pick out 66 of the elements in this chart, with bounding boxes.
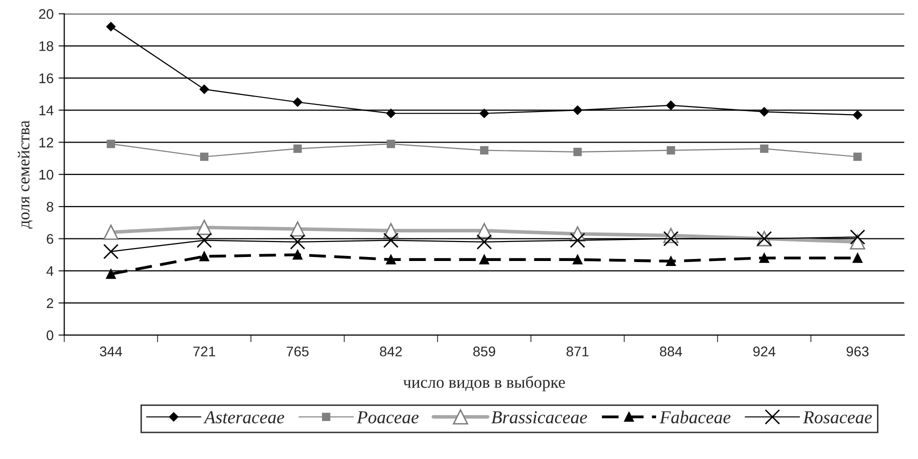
y-tick-label: 0	[46, 330, 54, 340]
legend-label: Asteraceae	[203, 411, 284, 424]
point	[853, 152, 862, 161]
x-tick-label: 344	[100, 346, 122, 356]
y-tick-label: 14	[39, 106, 54, 116]
point	[292, 250, 302, 260]
x-tick-label: 871	[566, 346, 588, 356]
point	[570, 232, 586, 248]
x-tick-label: 924	[753, 346, 776, 356]
point	[196, 220, 212, 236]
y-tick-label: 6	[46, 234, 54, 244]
y-tick-label: 4	[46, 266, 54, 276]
y-tick-label: 20	[39, 9, 54, 19]
point	[199, 251, 210, 262]
point	[572, 254, 582, 264]
point	[106, 22, 116, 32]
legend-label: Rosaceae	[803, 411, 872, 424]
point	[103, 244, 119, 260]
x-tick-label: 859	[473, 346, 496, 356]
y-tick-label: 18	[39, 41, 54, 52]
y-axis-title: доля семейства	[18, 120, 33, 229]
y-tick-label: 12	[39, 138, 54, 148]
point	[386, 254, 396, 264]
point	[666, 256, 676, 266]
point	[106, 140, 116, 148]
point	[103, 224, 119, 240]
point	[573, 148, 582, 156]
legend-label: Poaceae	[356, 411, 419, 424]
point	[479, 254, 490, 264]
point	[383, 232, 399, 248]
point	[480, 108, 489, 118]
y-tick-label: 2	[46, 298, 54, 308]
x-tick-label: 721	[193, 346, 216, 356]
point	[759, 253, 770, 263]
point	[106, 269, 116, 279]
point	[293, 144, 302, 153]
point	[200, 152, 208, 161]
x-tick-label: 963	[846, 346, 869, 356]
point	[760, 107, 769, 116]
point	[760, 144, 768, 153]
point	[850, 229, 866, 245]
legend-label: Brassicaceae	[491, 411, 588, 424]
y-tick-label: 8	[46, 202, 54, 212]
point	[196, 232, 212, 248]
point	[292, 98, 302, 107]
point	[386, 108, 396, 118]
point	[386, 140, 396, 148]
y-tick-label: 16	[39, 73, 54, 84]
point	[290, 234, 306, 250]
point	[663, 231, 679, 246]
point	[476, 223, 492, 238]
x-tick-label: 765	[286, 346, 309, 356]
x-tick-label: 884	[660, 346, 682, 356]
point	[480, 146, 488, 154]
x-tick-label: 842	[380, 346, 402, 356]
point	[290, 221, 306, 237]
point	[666, 146, 676, 154]
point	[666, 100, 676, 110]
y-tick-label: 10	[39, 170, 54, 180]
point	[852, 110, 862, 120]
point	[200, 84, 209, 94]
legend-label: Fabaceae	[660, 410, 730, 424]
x-axis-title: число видов в выборке	[403, 376, 565, 392]
point	[572, 106, 582, 115]
point	[852, 253, 862, 263]
point	[476, 234, 492, 250]
